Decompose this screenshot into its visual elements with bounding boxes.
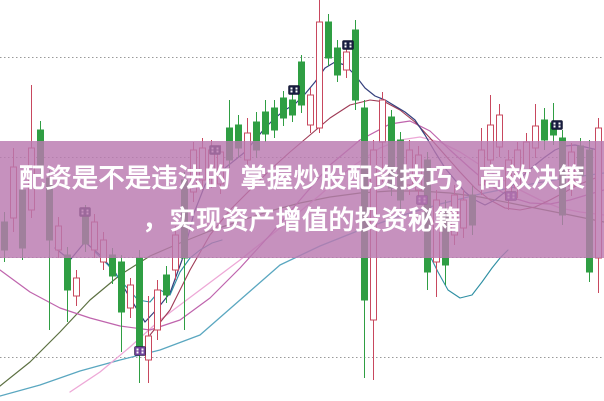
banner-title-line2: ，实现资产增值的投资秘籍 xyxy=(142,205,461,236)
ad-banner-overlay[interactable]: 配资是不是违法的 掌握炒股配资技巧，高效决策 ，实现资产增值的投资秘籍 xyxy=(0,141,604,258)
banner-title-line1: 配资是不是违法的 掌握炒股配资技巧，高效决策 xyxy=(18,163,586,194)
